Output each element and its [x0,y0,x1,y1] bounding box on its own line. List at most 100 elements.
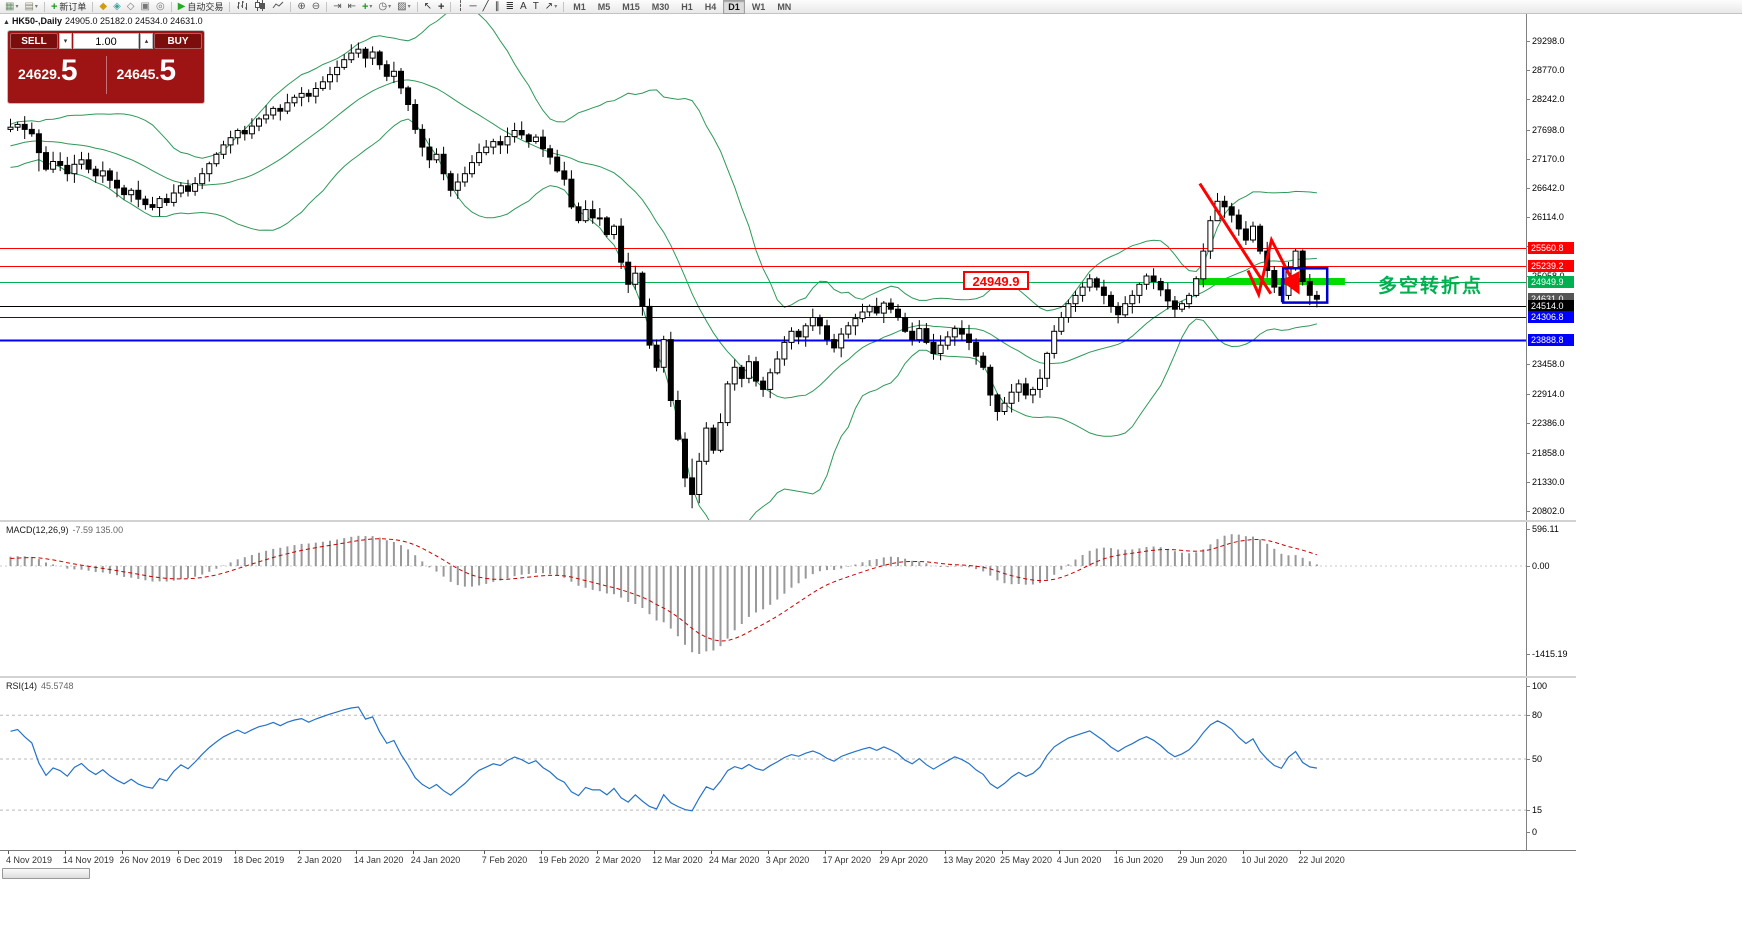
date-label: 7 Feb 2020 [481,855,528,865]
channel-tool-button[interactable]: ∥ [493,1,502,13]
terminal-button[interactable]: ▣ [139,1,152,13]
axis-tick [1527,423,1530,424]
crosshair-button[interactable]: + [436,1,446,13]
rsi-canvas[interactable] [0,678,1576,852]
auto-scroll-button[interactable]: ⇥ [331,1,343,13]
price-badge: 24514.0 [1528,299,1574,312]
templates-button[interactable]: ▨ ▾ [395,1,412,13]
text-tool-button[interactable]: A [518,1,529,13]
timeframe-m1-button[interactable]: M1 [573,1,586,12]
date-label: 3 Apr 2020 [765,855,810,865]
date-label: 4 Nov 2019 [6,855,53,865]
note-annotation[interactable]: 多空转折点 [1378,276,1484,297]
axis-tick-label: 27170.0 [1532,153,1565,164]
chart-scrollbar [0,868,1576,879]
candle-chart-mode-icon [254,0,266,16]
market-watch-button[interactable]: ◆ [97,1,109,13]
profiles-button[interactable]: ▤ ▾ [22,1,39,13]
text-tool-icon: A [520,0,527,12]
axis-tick-label: 23458.0 [1532,359,1565,370]
date-tick [1059,851,1060,854]
timeframe-m5-button[interactable]: M5 [597,1,611,12]
date-tick [65,851,66,854]
timeframe-mn-button[interactable]: MN [777,1,792,12]
new-chart-button[interactable]: ▦ ▾ [3,1,20,13]
trendline-tool-button[interactable]: ╱ [481,1,491,13]
date-label: 29 Apr 2020 [879,855,928,865]
periods-button[interactable]: ◷ ▾ [376,1,393,13]
volume-up-button[interactable]: ▴ [140,33,153,49]
volume-input[interactable]: 1.00 [73,33,139,49]
axis-tick [1527,810,1530,811]
fibonacci-tool-button[interactable]: ≣ [504,1,516,13]
autotrading-button[interactable]: ▶ 自动交易 [176,1,226,13]
chart-ohlc: 24905.0 25182.0 24534.0 24631.0 [64,16,203,26]
zoom-in-button[interactable]: ⊕ [295,1,307,13]
autotrading-icon: ▶ [177,0,186,12]
date-label: 13 May 2020 [943,855,996,865]
sell-button[interactable]: SELL [10,33,58,49]
arrows-tool-button[interactable]: ↗ ▾ [543,1,559,13]
price-annotation-text: 24949.9 [972,274,1020,289]
date-label: 2 Mar 2020 [595,855,641,865]
cursor-icon: ↖ [423,0,433,12]
market-watch-icon: ◆ [99,0,108,12]
candle-chart-mode-button[interactable] [252,0,268,16]
axis-tick-label: 50 [1532,754,1543,764]
volume-down-button[interactable]: ▾ [59,33,72,49]
navigator-button[interactable]: ◇ [125,1,137,13]
buy-price: 24645. 5 [116,54,177,87]
horizontal-line-tool-button[interactable]: ─ [468,1,479,13]
line-chart-mode-button[interactable] [270,1,286,13]
new-order-button[interactable]: + 新订单 [49,1,88,13]
support-zone-bar[interactable] [1193,278,1345,285]
time-axis[interactable]: 4 Nov 2019 14 Nov 2019 26 Nov 2019 6 Dec 20… [0,850,1576,867]
timeframe-d1-button[interactable]: D1 [723,0,745,14]
axis-tick-label: 100 [1532,681,1548,691]
price-badge: 23888.8 [1528,334,1574,347]
date-label: 18 Dec 2019 [233,855,285,865]
price-annotation-label[interactable]: 24949.9 [963,271,1029,290]
vertical-line-tool-button[interactable]: ┆ [455,1,465,13]
axis-tick [1527,511,1530,512]
timeframe-h4-button[interactable]: H4 [704,1,717,12]
axis-tick-label: 27698.0 [1532,124,1565,135]
drawing-objects[interactable] [1198,182,1329,304]
timeframe-m30-button[interactable]: M30 [651,1,670,12]
timeframe-m15-button[interactable]: M15 [622,1,640,12]
date-tick [945,851,946,854]
chart-symbol: HK50-,Daily [11,16,62,26]
channel-tool-icon: ∥ [494,0,500,12]
cursor-button[interactable]: ↖ [422,1,434,13]
indicators-list-button[interactable]: + ▾ [360,1,374,13]
new-chart-icon: ▦ [5,0,15,12]
data-window-button[interactable]: ◈ [111,1,123,13]
date-label: 4 Jun 2020 [1056,855,1102,865]
axis-tick-label: 15 [1532,805,1543,816]
buy-button[interactable]: BUY [154,33,202,49]
bar-chart-mode-icon [236,0,248,16]
axis-tick [1527,99,1530,100]
label-tool-icon: T [532,0,539,12]
timeframe-w1-button[interactable]: W1 [751,1,766,12]
scrollbar-thumb[interactable] [2,868,90,879]
collapse-icon[interactable]: ▲ [3,19,10,26]
navigator-icon: ◇ [126,0,135,12]
chart-title: ▲ HK50-,Daily 24905.0 25182.0 24534.0 2463… [3,16,203,26]
toolbar-separator [170,1,172,12]
label-tool-button[interactable]: T [531,1,541,13]
chart-shift-button[interactable]: ⇤ [346,1,358,13]
zoom-out-button[interactable]: ⊖ [310,1,322,13]
axis-tick [1527,453,1530,454]
toolbar-separator [326,1,328,12]
axis-tick-label: 20802.0 [1532,506,1565,516]
macd-canvas[interactable] [0,522,1576,676]
bar-chart-mode-button[interactable] [234,0,250,16]
strategy-tester-button[interactable]: ◎ [154,1,167,13]
timeframe-h1-button[interactable]: H1 [681,1,693,12]
trade-panel-controls: SELL ▾ 1.00 ▴ BUY [8,31,204,49]
one-click-trade-panel: SELL ▾ 1.00 ▴ BUY 24629. 5 24645. 5 [8,31,204,103]
price-chart-canvas[interactable] [0,14,1576,520]
price-badge: 24949.9 [1528,275,1574,288]
price-axis[interactable]: 29298.0 28770.0 28242.0 27698.0 27170.0 26642… [1526,14,1576,520]
